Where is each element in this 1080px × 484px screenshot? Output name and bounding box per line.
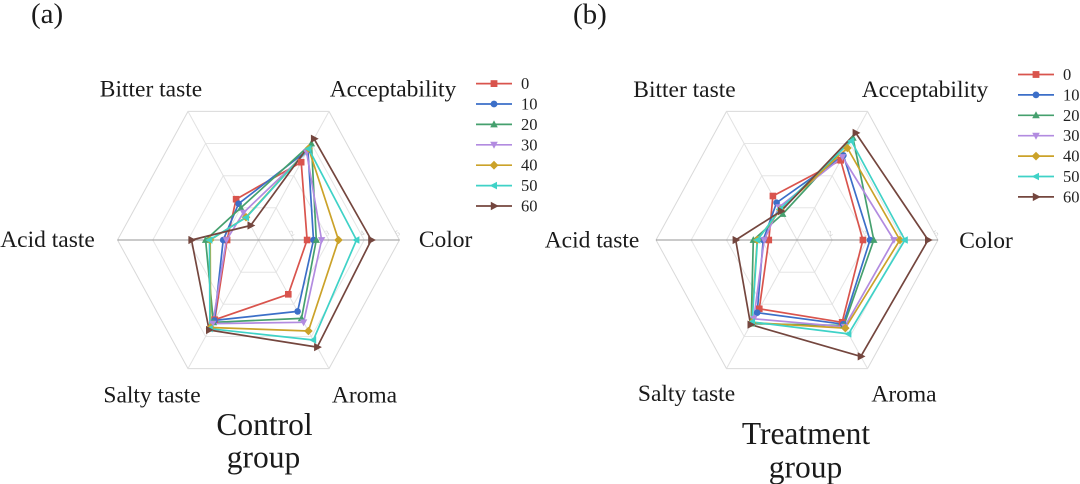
- svg-text:0: 0: [1063, 65, 1071, 84]
- svg-text:0: 0: [521, 74, 529, 93]
- svg-text:50: 50: [521, 176, 538, 195]
- svg-text:group: group: [769, 450, 843, 484]
- svg-text:Color: Color: [959, 228, 1013, 254]
- svg-text:Aroma: Aroma: [332, 383, 398, 409]
- svg-text:Acid taste: Acid taste: [0, 227, 95, 253]
- svg-text:Bitter taste: Bitter taste: [100, 77, 202, 103]
- svg-text:(a): (a): [31, 0, 63, 30]
- svg-text:Aroma: Aroma: [871, 382, 937, 408]
- svg-text:30: 30: [1063, 126, 1080, 145]
- svg-text:20: 20: [1063, 106, 1080, 125]
- svg-text:10: 10: [1063, 85, 1080, 104]
- svg-text:Salty taste: Salty taste: [103, 383, 200, 409]
- svg-text:group: group: [227, 440, 301, 475]
- svg-text:Treatment: Treatment: [742, 416, 871, 451]
- svg-text:Color: Color: [419, 227, 473, 253]
- svg-text:Control: Control: [216, 407, 313, 442]
- svg-text:40: 40: [521, 156, 538, 175]
- svg-text:2: 2: [826, 228, 834, 238]
- svg-text:5: 5: [932, 228, 940, 238]
- svg-text:20: 20: [521, 115, 538, 134]
- svg-text:3: 3: [323, 228, 331, 238]
- svg-text:5: 5: [394, 228, 402, 238]
- svg-text:10: 10: [521, 95, 538, 114]
- svg-text:30: 30: [521, 135, 538, 154]
- svg-text:Salty taste: Salty taste: [638, 381, 735, 407]
- svg-text:Bitter taste: Bitter taste: [633, 77, 735, 103]
- svg-text:40: 40: [1063, 147, 1080, 166]
- svg-text:Acceptability: Acceptability: [862, 77, 989, 103]
- svg-text:2: 2: [288, 228, 296, 238]
- svg-text:50: 50: [1063, 167, 1080, 186]
- svg-text:4: 4: [358, 228, 366, 238]
- svg-text:60: 60: [1063, 187, 1080, 206]
- svg-text:3: 3: [862, 228, 870, 238]
- svg-text:Acceptability: Acceptability: [330, 77, 457, 103]
- svg-text:Acid taste: Acid taste: [545, 228, 640, 254]
- svg-text:60: 60: [521, 197, 538, 216]
- svg-text:(b): (b): [573, 0, 607, 31]
